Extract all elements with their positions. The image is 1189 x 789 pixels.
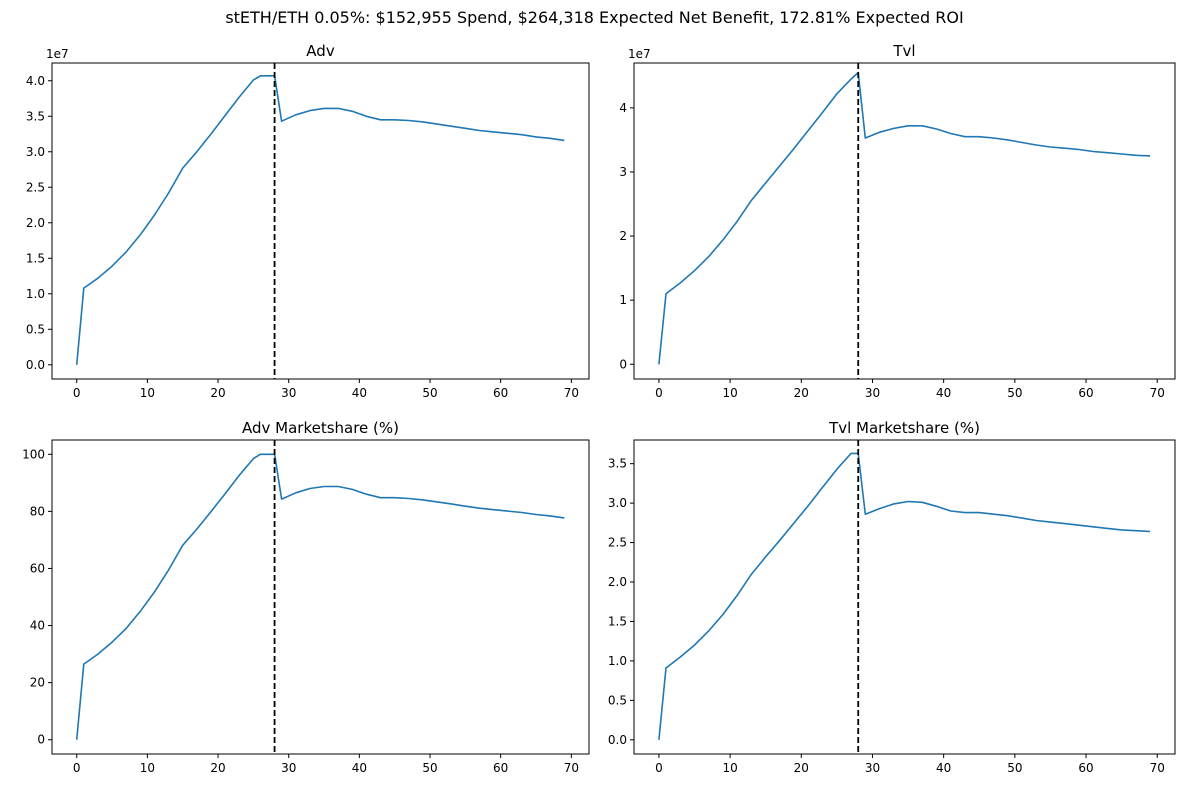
- x-tick-label: 30: [281, 761, 296, 775]
- series-line: [658, 71, 1151, 365]
- x-tick-label: 70: [564, 761, 579, 775]
- x-tick-label: 10: [140, 761, 155, 775]
- x-tick-label: 70: [564, 386, 579, 400]
- x-tick-label: 50: [1007, 761, 1022, 775]
- x-tick-label: 50: [422, 761, 437, 775]
- x-tick-label: 0: [73, 386, 81, 400]
- chart-title: Tvl Marketshare (%): [828, 419, 980, 437]
- plot-frame: [51, 62, 590, 380]
- x-tick-label: 50: [422, 386, 437, 400]
- y-tick-label: 3.5: [26, 109, 45, 123]
- x-tick-label: 0: [655, 386, 663, 400]
- x-tick-label: 30: [281, 386, 296, 400]
- y-tick-label: 1.5: [26, 251, 45, 265]
- y-tick-label: 3.5: [608, 457, 627, 471]
- x-tick-label: 40: [352, 386, 367, 400]
- x-tick-label: 30: [865, 386, 880, 400]
- chart-title: Adv Marketshare (%): [242, 419, 399, 437]
- x-tick-label: 20: [210, 386, 225, 400]
- y-tick-label: 2.0: [26, 216, 45, 230]
- y-tick-label: 0: [619, 357, 627, 371]
- y-tick-label: 0: [37, 733, 45, 747]
- x-tick-label: 40: [936, 761, 951, 775]
- figure-title: stETH/ETH 0.05%: $152,955 Spend, $264,31…: [225, 8, 964, 27]
- y-tick-label: 4.0: [26, 74, 45, 88]
- x-tick-label: 70: [1150, 761, 1165, 775]
- y-tick-label: 80: [30, 504, 45, 518]
- y-tick-label: 3.0: [608, 496, 627, 510]
- chart-tvl: Tvl 1e7 0 10 20 30 40 50 60 70 0 1 2 3 4: [619, 42, 1176, 400]
- chart-adv: Adv 1e7 0 10 20 30 40 50 60 70 0.0 0.5 1.0 1.5 2.0 2.5 3…: [26, 42, 590, 400]
- y-tick-label: 0.5: [608, 693, 627, 707]
- offset-label: 1e7: [628, 47, 651, 61]
- y-tick-label: 0.5: [26, 322, 45, 336]
- plot-frame: [51, 439, 590, 755]
- x-tick-label: 60: [1078, 386, 1093, 400]
- chart-title: Tvl: [892, 42, 915, 60]
- series-line: [75, 75, 565, 365]
- x-tick-label: 40: [352, 761, 367, 775]
- x-tick-label: 60: [1078, 761, 1093, 775]
- x-tick-label: 20: [794, 386, 809, 400]
- x-tick-label: 10: [722, 386, 737, 400]
- y-tick-label: 3.0: [26, 145, 45, 159]
- y-tick-label: 1.0: [608, 654, 627, 668]
- x-tick-label: 40: [936, 386, 951, 400]
- x-tick-label: 60: [493, 761, 508, 775]
- y-tick-label: 2.5: [26, 180, 45, 194]
- y-tick-label: 20: [30, 676, 45, 690]
- y-tick-label: 3: [619, 165, 627, 179]
- chart-tvl-marketshare: Tvl Marketshare (%) 0 10 20 30 40 50 60 70 0.0 0.5…: [608, 419, 1176, 775]
- plot-frame: [633, 439, 1176, 755]
- y-tick-label: 1.5: [608, 614, 627, 628]
- x-tick-label: 10: [140, 386, 155, 400]
- x-tick-label: 20: [210, 761, 225, 775]
- x-tick-label: 0: [73, 761, 81, 775]
- x-tick-label: 50: [1007, 386, 1022, 400]
- x-tick-label: 10: [722, 761, 737, 775]
- y-tick-label: 0.0: [26, 358, 45, 372]
- chart-adv-marketshare: Adv Marketshare (%) 0 10 20 30 40 50 60 70 0 20 40 6…: [22, 419, 590, 775]
- y-tick-label: 4: [619, 101, 627, 115]
- y-tick-label: 60: [30, 561, 45, 575]
- series-line: [658, 452, 1151, 740]
- series-line: [75, 453, 565, 740]
- x-tick-label: 60: [493, 386, 508, 400]
- chart-title: Adv: [306, 42, 335, 60]
- plot-frame: [633, 62, 1176, 380]
- y-tick-label: 2.5: [608, 536, 627, 550]
- y-tick-label: 100: [22, 447, 45, 461]
- y-tick-label: 2.0: [608, 575, 627, 589]
- y-tick-label: 1.0: [26, 287, 45, 301]
- offset-label: 1e7: [46, 47, 69, 61]
- x-tick-label: 0: [655, 761, 663, 775]
- y-tick-label: 0.0: [608, 733, 627, 747]
- y-tick-label: 2: [619, 229, 627, 243]
- y-tick-label: 1: [619, 293, 627, 307]
- x-tick-label: 20: [794, 761, 809, 775]
- y-tick-label: 40: [30, 619, 45, 633]
- x-tick-label: 70: [1150, 386, 1165, 400]
- x-tick-label: 30: [865, 761, 880, 775]
